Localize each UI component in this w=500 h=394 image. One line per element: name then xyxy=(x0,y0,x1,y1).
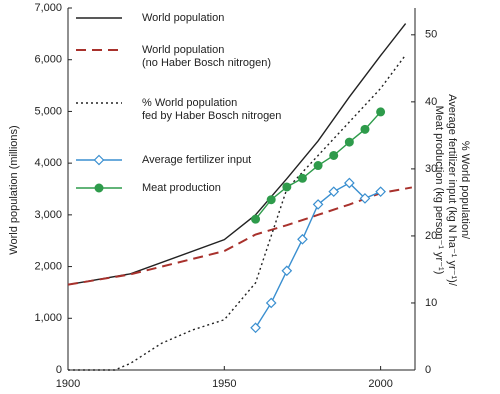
y2-tick-label: 30 xyxy=(425,163,437,175)
y2-tick-label: 10 xyxy=(425,297,437,309)
legend-label: Meat production xyxy=(142,182,221,194)
legend-marker xyxy=(94,183,104,193)
y2-axis-label: % World population/Average fertilizer in… xyxy=(433,94,471,287)
data-point xyxy=(329,150,339,160)
data-point xyxy=(297,233,308,245)
y-tick-label: 1,000 xyxy=(34,312,62,324)
data-point xyxy=(360,124,370,134)
y2-tick-label: 50 xyxy=(425,29,437,41)
data-point xyxy=(251,214,261,224)
data-point xyxy=(344,137,354,147)
legend-label: % World population fed by Haber Bosch nit… xyxy=(142,97,281,122)
y2-tick-label: 20 xyxy=(425,230,437,242)
y-tick-label: 7,000 xyxy=(34,2,62,14)
data-point xyxy=(281,265,293,277)
data-point xyxy=(265,297,277,309)
legend-label: Average fertilizer input xyxy=(142,154,251,166)
y-tick-label: 0 xyxy=(56,364,62,376)
series-line xyxy=(67,23,407,286)
data-point xyxy=(250,322,261,334)
legend-marker xyxy=(93,154,105,166)
y-tick-label: 3,000 xyxy=(34,209,62,221)
y2-tick-label: 40 xyxy=(425,96,437,108)
data-point xyxy=(359,193,371,204)
data-point xyxy=(313,161,323,171)
x-tick-label: 1950 xyxy=(212,378,236,390)
data-point xyxy=(266,195,276,205)
data-point xyxy=(375,186,386,198)
x-tick-label: 2000 xyxy=(368,378,392,390)
y-axis-label: World population (millions) xyxy=(8,125,20,254)
data-point xyxy=(297,173,307,183)
y-tick-label: 4,000 xyxy=(34,157,62,169)
data-point xyxy=(312,199,324,210)
data-point xyxy=(282,182,292,192)
x-tick-label: 1900 xyxy=(56,378,80,390)
series-line xyxy=(68,54,407,371)
legend-label: World population (no Haber Bosch nitrogen… xyxy=(142,44,271,69)
data-point xyxy=(376,107,386,117)
y-tick-label: 5,000 xyxy=(34,105,62,117)
data-point xyxy=(344,177,355,189)
y2-tick-label: 0 xyxy=(425,364,431,376)
legend-label: World population xyxy=(142,12,224,24)
y-tick-label: 6,000 xyxy=(34,54,62,66)
series-line xyxy=(67,186,413,286)
data-point xyxy=(328,186,340,198)
y-tick-label: 2,000 xyxy=(34,260,62,272)
